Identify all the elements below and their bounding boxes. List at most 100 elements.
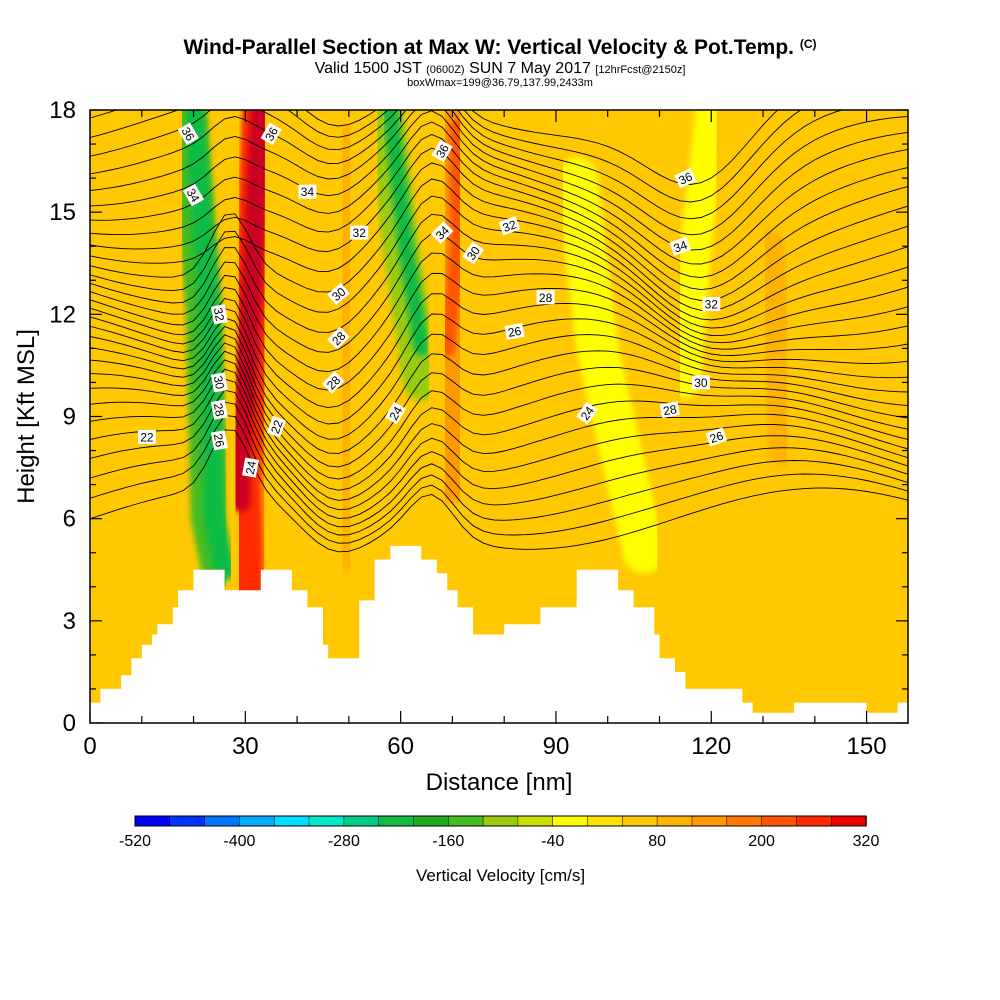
x-tick-label: 0: [83, 733, 96, 760]
colorbar-tick-label: 200: [748, 833, 775, 850]
theta-label-box: [536, 290, 555, 305]
theta-label-text: 34: [184, 186, 203, 205]
theta-label: 26: [211, 430, 228, 451]
theta-label: 34: [430, 221, 454, 244]
colorbar-swatch: [761, 815, 798, 827]
theta-label-text: 36: [677, 169, 695, 187]
colorbar-swatch: [413, 815, 450, 827]
theta-label: 26: [705, 427, 728, 447]
theta-label-text: 34: [672, 238, 690, 256]
w-feature-negative: [556, 157, 665, 574]
theta-label-box: [691, 375, 710, 390]
colorbar-tick-label: 320: [853, 833, 880, 850]
theta-label-text: 28: [662, 402, 678, 418]
theta-contour-line: [90, 110, 908, 265]
colorbar-swatch: [204, 815, 241, 827]
x-axis-label: Distance [nm]: [426, 769, 573, 796]
colorbar-swatch: [239, 815, 275, 827]
valid-time: Valid 1500 JST: [314, 60, 422, 77]
w-feature-positive: [752, 230, 800, 467]
theta-label-text: 36: [262, 124, 281, 143]
theta-label-text: 28: [539, 291, 553, 305]
theta-label: 32: [350, 225, 369, 240]
theta-label: 28: [211, 399, 228, 420]
theta-label-text: 22: [140, 430, 154, 444]
theta-label-box: [498, 216, 521, 236]
theta-label-box: [659, 401, 680, 419]
theta-label-box: [321, 371, 345, 394]
x-tick-label: 90: [543, 733, 570, 760]
theta-contour-line: [90, 178, 908, 321]
theta-contour-line: [90, 121, 908, 278]
theta-label-box: [327, 282, 350, 306]
theta-label: 30: [210, 372, 228, 393]
theta-contour-line: [90, 252, 908, 373]
chart-title: Wind-Parallel Section at Max W: Vertical…: [0, 36, 1000, 60]
theta-contour-line: [90, 213, 908, 337]
chart-title-main: Wind-Parallel Section at Max W: Vertical…: [183, 36, 794, 59]
theta-label: 32: [211, 304, 228, 325]
colorbar-label: Vertical Velocity [cm/s]: [416, 866, 585, 885]
theta-label-box: [350, 225, 369, 240]
theta-label: 30: [691, 375, 710, 390]
theta-label-box: [327, 326, 350, 350]
colorbar-swatch: [482, 815, 519, 827]
colorbar-frame: [134, 815, 867, 827]
colorbar-tick-label: -280: [328, 833, 360, 850]
colorbar-swatch: [448, 815, 484, 827]
theta-label-text: 24: [243, 460, 259, 476]
theta-label-text: 36: [179, 125, 198, 144]
theta-contour-line: [90, 401, 908, 536]
theta-label: 22: [266, 415, 287, 438]
theta-label-text: 26: [708, 428, 726, 446]
theta-label: 32: [498, 216, 521, 236]
theta-label-box: [384, 401, 407, 425]
y-tick-label: 15: [49, 199, 76, 226]
colorbar-tick-label: -40: [541, 833, 564, 850]
theta-label-text: 30: [211, 375, 227, 391]
theta-label: 24: [242, 457, 259, 478]
colorbar-swatch: [273, 815, 310, 827]
theta-contour-line: [90, 110, 802, 203]
x-tick-label: 30: [232, 733, 259, 760]
theta-label: 28: [327, 326, 350, 350]
colorbar-swatch: [656, 815, 693, 827]
theta-label-text: 22: [268, 418, 286, 436]
theta-label: 28: [321, 371, 345, 394]
colorbar-swatch: [552, 815, 589, 827]
theta-label-text: 32: [501, 217, 519, 235]
colorbar-swatch: [378, 815, 415, 827]
theta-label: 36: [674, 167, 697, 189]
theta-label-text: 24: [387, 404, 406, 423]
theta-label-text: 26: [507, 324, 523, 340]
copyright-mark: (C): [799, 37, 817, 51]
colorbar-swatch: [622, 815, 658, 827]
theta-label-box: [242, 457, 259, 478]
theta-contour-line: [90, 147, 908, 301]
chart-subtitle: Valid 1500 JST (0600Z) SUN 7 May 2017 [1…: [0, 60, 1000, 78]
colorbar-swatch: [517, 815, 554, 827]
theta-contour-line: [90, 110, 779, 185]
terrain: [90, 545, 908, 723]
colorbar-tick-label: -160: [432, 833, 464, 850]
colorbar-swatch: [691, 815, 728, 827]
w-feature-negative: [183, 110, 235, 581]
w-feature-positive: [325, 126, 367, 571]
theta-label: 36: [260, 122, 282, 146]
colorbar-swatch: [796, 815, 832, 827]
colorbar-swatch: [343, 815, 380, 827]
theta-label-box: [431, 139, 453, 163]
theta-label-box: [210, 372, 228, 393]
valid-time-utc: (0600Z): [426, 64, 465, 76]
y-tick-label: 0: [63, 710, 76, 737]
plot-area: 36 36 34 34 32 36 34 32 30 36 34 32 28 26 30 28 28 32 30 28…: [90, 110, 908, 723]
theta-label-box: [462, 241, 484, 265]
theta-label: 22: [137, 429, 156, 444]
theta-contour-line: [90, 325, 908, 454]
y-tick-label: 18: [49, 97, 76, 124]
colorbar-swatch: [726, 815, 763, 827]
theta-label: 30: [462, 241, 484, 265]
x-tick-label: 120: [691, 733, 731, 760]
theta-contour-line: [90, 307, 908, 425]
theta-label: 28: [536, 290, 555, 305]
